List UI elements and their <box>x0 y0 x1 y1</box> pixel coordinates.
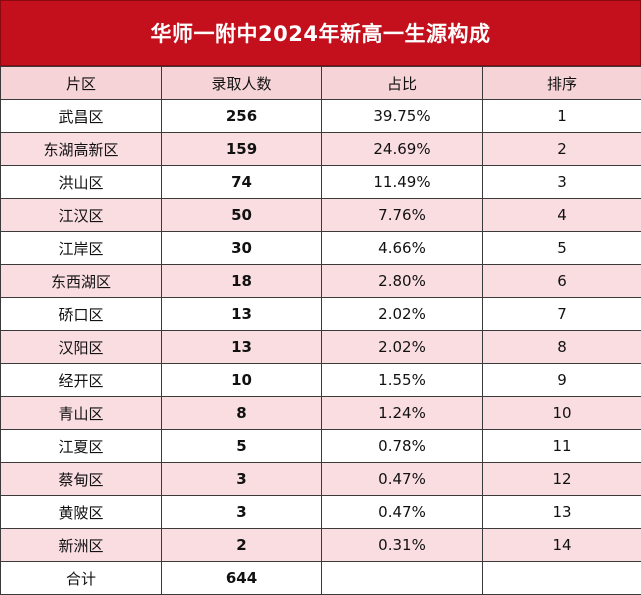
ratio-cell: 0.31% <box>321 528 483 562</box>
ratio-cell: 1.24% <box>321 396 483 430</box>
rank-cell: 7 <box>482 297 641 331</box>
rank-cell: 8 <box>482 330 641 364</box>
district-cell: 东西湖区 <box>0 264 162 298</box>
ratio-cell: 2.80% <box>321 264 483 298</box>
count-cell: 3 <box>161 495 322 529</box>
table-row: 黄陂区 3 0.47% 13 <box>0 495 641 529</box>
total-label: 合计 <box>0 561 162 595</box>
district-cell: 武昌区 <box>0 99 162 133</box>
count-cell: 2 <box>161 528 322 562</box>
rank-cell: 1 <box>482 99 641 133</box>
rank-cell: 5 <box>482 231 641 265</box>
table-title: 华师一附中2024年新高一生源构成 <box>0 0 641 66</box>
district-cell: 东湖高新区 <box>0 132 162 166</box>
ratio-cell: 4.66% <box>321 231 483 265</box>
count-cell: 30 <box>161 231 322 265</box>
enrollment-table: 片区 录取人数 占比 排序 武昌区 256 39.75% 1 东湖高新区 159 24.69… <box>0 66 641 595</box>
table-row: 东湖高新区 159 24.69% 2 <box>0 132 641 166</box>
rank-cell: 4 <box>482 198 641 232</box>
count-cell: 8 <box>161 396 322 430</box>
rank-cell: 11 <box>482 429 641 463</box>
table-row: 江汉区 50 7.76% 4 <box>0 198 641 232</box>
district-cell: 江岸区 <box>0 231 162 265</box>
district-cell: 江汉区 <box>0 198 162 232</box>
table-row: 新洲区 2 0.31% 14 <box>0 528 641 562</box>
table-row: 东西湖区 18 2.80% 6 <box>0 264 641 298</box>
district-cell: 黄陂区 <box>0 495 162 529</box>
header-count: 录取人数 <box>161 66 322 100</box>
table-row: 汉阳区 13 2.02% 8 <box>0 330 641 364</box>
count-cell: 18 <box>161 264 322 298</box>
district-cell: 新洲区 <box>0 528 162 562</box>
header-district: 片区 <box>0 66 162 100</box>
count-cell: 50 <box>161 198 322 232</box>
total-count: 644 <box>161 561 322 595</box>
total-ratio <box>321 561 483 595</box>
table-row: 江夏区 5 0.78% 11 <box>0 429 641 463</box>
ratio-cell: 0.47% <box>321 462 483 496</box>
count-cell: 5 <box>161 429 322 463</box>
ratio-cell: 11.49% <box>321 165 483 199</box>
header-row: 片区 录取人数 占比 排序 <box>0 66 641 100</box>
ratio-cell: 2.02% <box>321 330 483 364</box>
district-cell: 洪山区 <box>0 165 162 199</box>
ratio-cell: 0.47% <box>321 495 483 529</box>
rank-cell: 10 <box>482 396 641 430</box>
rank-cell: 3 <box>482 165 641 199</box>
rank-cell: 6 <box>482 264 641 298</box>
district-cell: 青山区 <box>0 396 162 430</box>
table-row: 硚口区 13 2.02% 7 <box>0 297 641 331</box>
rank-cell: 13 <box>482 495 641 529</box>
district-cell: 经开区 <box>0 363 162 397</box>
table-row: 洪山区 74 11.49% 3 <box>0 165 641 199</box>
table-row: 武昌区 256 39.75% 1 <box>0 99 641 133</box>
district-cell: 汉阳区 <box>0 330 162 364</box>
ratio-cell: 24.69% <box>321 132 483 166</box>
ratio-cell: 2.02% <box>321 297 483 331</box>
rank-cell: 2 <box>482 132 641 166</box>
table-row: 江岸区 30 4.66% 5 <box>0 231 641 265</box>
table-row: 经开区 10 1.55% 9 <box>0 363 641 397</box>
table-row: 青山区 8 1.24% 10 <box>0 396 641 430</box>
ratio-cell: 7.76% <box>321 198 483 232</box>
count-cell: 13 <box>161 330 322 364</box>
total-rank <box>482 561 641 595</box>
rank-cell: 9 <box>482 363 641 397</box>
header-ratio: 占比 <box>321 66 483 100</box>
count-cell: 159 <box>161 132 322 166</box>
table-body: 武昌区 256 39.75% 1 东湖高新区 159 24.69% 2 洪山区 74 11.49% 3… <box>0 99 641 595</box>
ratio-cell: 0.78% <box>321 429 483 463</box>
district-cell: 江夏区 <box>0 429 162 463</box>
district-cell: 硚口区 <box>0 297 162 331</box>
count-cell: 256 <box>161 99 322 133</box>
rank-cell: 14 <box>482 528 641 562</box>
count-cell: 3 <box>161 462 322 496</box>
table-row: 蔡甸区 3 0.47% 12 <box>0 462 641 496</box>
district-cell: 蔡甸区 <box>0 462 162 496</box>
rank-cell: 12 <box>482 462 641 496</box>
ratio-cell: 39.75% <box>321 99 483 133</box>
count-cell: 10 <box>161 363 322 397</box>
count-cell: 74 <box>161 165 322 199</box>
ratio-cell: 1.55% <box>321 363 483 397</box>
header-rank: 排序 <box>482 66 641 100</box>
total-row: 合计 644 <box>0 561 641 595</box>
count-cell: 13 <box>161 297 322 331</box>
